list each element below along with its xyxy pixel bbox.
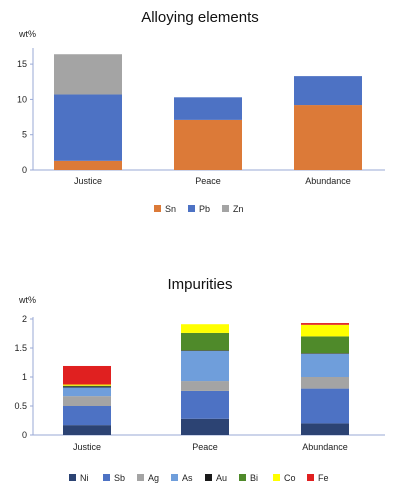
legend-label-au: Au bbox=[216, 473, 227, 483]
y-tick-label: 0.5 bbox=[14, 401, 27, 411]
legend: Ni Sb Ag As Au Bi Co Fe bbox=[69, 473, 329, 483]
bar-segment-bi-justice bbox=[63, 385, 111, 387]
legend-swatch-fe bbox=[307, 474, 314, 481]
bar-segment-pb-abundance bbox=[294, 76, 362, 106]
legend-swatch-zn bbox=[222, 205, 229, 212]
chart-title: Alloying elements bbox=[141, 9, 259, 26]
y-tick-label: 10 bbox=[17, 94, 27, 104]
category-label-justice: Justice bbox=[73, 442, 101, 452]
y-axis-unit-label: wt% bbox=[18, 295, 36, 305]
bar-segment-ag-peace bbox=[181, 381, 229, 391]
legend: Sn Pb Zn bbox=[154, 204, 244, 214]
bar-segment-pb-justice bbox=[54, 94, 122, 161]
legend-swatch-bi bbox=[239, 474, 246, 481]
bar-segment-pb-peace bbox=[174, 97, 242, 120]
bar-segment-as-abundance bbox=[301, 353, 349, 377]
legend-swatch-co bbox=[273, 474, 280, 481]
bar-segment-au-abundance bbox=[301, 353, 349, 354]
legend-swatch-au bbox=[205, 474, 212, 481]
y-tick-label: 0 bbox=[22, 165, 27, 175]
bar-segment-au-peace bbox=[181, 350, 229, 351]
bar-segment-as-justice bbox=[63, 387, 111, 397]
legend-swatch-sb bbox=[103, 474, 110, 481]
bar-segment-ni-peace bbox=[181, 418, 229, 435]
chart-title: Impurities bbox=[167, 276, 232, 293]
legend-label-sb: Sb bbox=[114, 473, 125, 483]
bar-segment-sn-justice bbox=[54, 160, 122, 170]
chart-2: Impurities wt% 0 0.5 1 1.5 2 Justice Peace Abunda… bbox=[14, 276, 385, 483]
legend-label-fe: Fe bbox=[318, 473, 329, 483]
bar-segment-co-peace bbox=[181, 324, 229, 333]
legend-label-bi: Bi bbox=[250, 473, 258, 483]
legend-label-ag: Ag bbox=[148, 473, 159, 483]
legend-label-ni: Ni bbox=[80, 473, 89, 483]
y-tick-label: 5 bbox=[22, 130, 27, 140]
legend-swatch-as bbox=[171, 474, 178, 481]
legend-swatch-sn bbox=[154, 205, 161, 212]
y-tick-label: 2 bbox=[22, 314, 27, 324]
legend-swatch-ni bbox=[69, 474, 76, 481]
legend-swatch-pb bbox=[188, 205, 195, 212]
bar-segment-fe-abundance bbox=[301, 323, 349, 325]
bar-segment-au-justice bbox=[63, 386, 111, 388]
bar-segment-ni-justice bbox=[63, 425, 111, 435]
legend-label-zn: Zn bbox=[233, 204, 244, 214]
bar-segment-sb-abundance bbox=[301, 388, 349, 424]
bar-segment-ag-justice bbox=[63, 396, 111, 406]
bar-segment-ag-abundance bbox=[301, 377, 349, 389]
bar-segment-ni-abundance bbox=[301, 423, 349, 435]
legend-label-sn: Sn bbox=[165, 204, 176, 214]
bar-segment-co-justice bbox=[63, 384, 111, 386]
legend-label-co: Co bbox=[284, 473, 296, 483]
bar-segment-bi-abundance bbox=[301, 336, 349, 354]
legend-label-pb: Pb bbox=[199, 204, 210, 214]
bar-segment-co-abundance bbox=[301, 324, 349, 337]
bar-segment-sb-justice bbox=[63, 406, 111, 426]
bar-segment-sn-peace bbox=[174, 119, 242, 170]
y-tick-label: 1.5 bbox=[14, 343, 27, 353]
bar-segment-fe-justice bbox=[63, 365, 111, 385]
category-label-peace: Peace bbox=[195, 176, 221, 186]
category-label-peace: Peace bbox=[192, 442, 218, 452]
chart-1: Alloying elements wt% 0 5 10 15 Justice Peace Ab… bbox=[17, 9, 385, 214]
legend-label-as: As bbox=[182, 473, 193, 483]
legend-swatch-ag bbox=[137, 474, 144, 481]
bar-segment-zn-justice bbox=[54, 54, 122, 95]
category-label-abundance: Abundance bbox=[302, 442, 348, 452]
category-label-abundance: Abundance bbox=[305, 176, 351, 186]
y-tick-label: 0 bbox=[22, 430, 27, 440]
y-tick-label: 1 bbox=[22, 372, 27, 382]
y-axis-unit-label: wt% bbox=[18, 29, 36, 39]
bar-segment-sn-abundance bbox=[294, 105, 362, 170]
bar-segment-sb-peace bbox=[181, 390, 229, 419]
bar-segment-as-peace bbox=[181, 350, 229, 382]
bar-segment-bi-peace bbox=[181, 332, 229, 351]
y-tick-label: 15 bbox=[17, 59, 27, 69]
category-label-justice: Justice bbox=[74, 176, 102, 186]
